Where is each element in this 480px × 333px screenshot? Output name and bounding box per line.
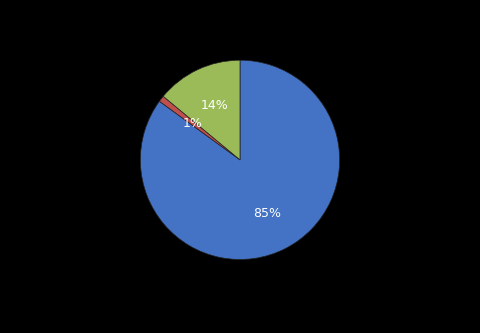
Text: 14%: 14%	[201, 99, 228, 112]
Text: 1%: 1%	[183, 117, 203, 130]
Wedge shape	[140, 60, 340, 259]
Wedge shape	[159, 96, 240, 160]
Wedge shape	[163, 60, 240, 160]
Text: 85%: 85%	[253, 206, 281, 219]
